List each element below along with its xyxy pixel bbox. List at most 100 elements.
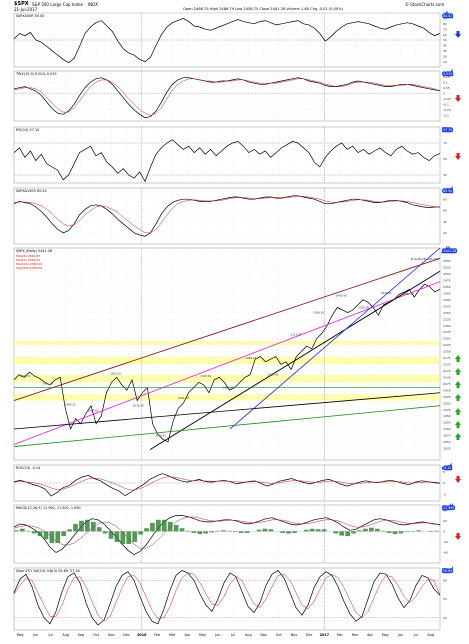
y-tick-label: -20 xyxy=(443,540,448,544)
x-tick-label: Jun xyxy=(397,633,403,637)
x-tick-label: Nov xyxy=(108,633,115,637)
panel-frame xyxy=(13,187,441,245)
panel-8: 20 50 80 Slow STO %K(14) %D(3) 55.69, 57.34… xyxy=(13,567,453,631)
y-tick-label: 2100 xyxy=(443,375,451,379)
y-tick-label: -0.15 xyxy=(443,108,451,112)
histogram-bar xyxy=(215,530,220,532)
x-tick-label: Aug xyxy=(62,633,69,637)
histogram-bar xyxy=(398,531,404,534)
x-tick-label: May xyxy=(199,633,206,637)
price-label: 1867.61 xyxy=(88,409,99,413)
histogram-bar xyxy=(309,528,315,532)
y-tick-label: 0.05 xyxy=(443,86,450,90)
histogram-bar xyxy=(244,531,250,533)
support-line-green xyxy=(13,405,441,447)
legend-entry: MA(200) 2334.08 xyxy=(16,266,42,270)
y-tick-label: 2275 xyxy=(443,330,451,334)
price-label: 2400.98 xyxy=(336,294,347,298)
y-tick-label: 50 xyxy=(443,157,447,161)
y-tick-label: 2025 xyxy=(443,395,451,399)
histogram-bar xyxy=(19,528,25,532)
y-tick-label: -5 xyxy=(443,492,446,496)
histogram-bar xyxy=(434,530,439,532)
x-tick-label: Mar xyxy=(352,633,359,637)
histogram-bar xyxy=(363,528,368,532)
panel-title: Slow STO %K(14) %D(3) 55.69, 57.34 xyxy=(16,569,80,573)
histogram-bar xyxy=(49,531,55,543)
x-tick-label: Jul xyxy=(47,633,52,637)
histogram-bar xyxy=(102,531,108,534)
x-tick-label: 2017 xyxy=(320,633,330,637)
histogram-bar xyxy=(85,519,90,532)
series-line xyxy=(13,195,440,237)
y-tick-label: 20 xyxy=(443,616,447,620)
histogram-bar xyxy=(179,528,185,532)
x-tick-label: May xyxy=(17,633,24,637)
support-zone xyxy=(14,356,440,365)
histogram-bar xyxy=(286,531,291,534)
histogram-bar xyxy=(428,531,433,532)
signal-arrow xyxy=(455,95,461,102)
panel-title: MACD(12,26,9) 12.990, 11.900, 1.090 xyxy=(16,506,81,510)
chart-credit: © StockCharts.com xyxy=(405,2,445,7)
panel-4: 20 40 60 80 $SPXA150R 65.54 65.54 xyxy=(13,187,453,245)
series-line xyxy=(13,516,441,549)
panel-frame xyxy=(13,247,441,461)
last-value-label: 64.02 xyxy=(443,14,452,18)
last-value-label: 65.54 xyxy=(443,189,452,193)
histogram-bar xyxy=(410,530,416,532)
panel-frame xyxy=(13,504,441,564)
histogram-bar xyxy=(339,531,345,536)
price-label: 2198.18 xyxy=(313,310,324,314)
histogram-bar xyxy=(126,531,132,545)
series-line xyxy=(13,18,441,64)
y-tick-label: 80 xyxy=(443,197,447,201)
histogram-bar xyxy=(333,531,339,534)
x-tick-label: Dec xyxy=(123,633,130,637)
y-tick-label: 30 xyxy=(443,173,447,177)
y-tick-label: 100 xyxy=(443,11,449,15)
y-tick-label: 2550 xyxy=(443,259,451,263)
trend-line-black xyxy=(149,270,441,451)
y-tick-label: 1975 xyxy=(443,408,451,412)
y-tick-label: -0.2 xyxy=(443,114,449,118)
histogram-bar xyxy=(268,529,274,532)
y-tick-label: 70 xyxy=(443,27,447,31)
y-tick-label: 2500 xyxy=(443,272,451,276)
y-tick-label: 2375 xyxy=(443,304,451,308)
y-tick-label: 1925 xyxy=(443,421,451,425)
y-tick-label: 20 xyxy=(443,54,447,58)
chart-exchange: INDX xyxy=(88,2,98,7)
histogram-bar xyxy=(321,529,327,532)
histogram-bar xyxy=(303,529,309,532)
x-tick-label: Apr xyxy=(367,633,373,637)
y-tick-label: 2225 xyxy=(443,343,451,347)
chart-date: 21-Jul-2017 xyxy=(14,7,38,12)
panel-frame xyxy=(13,126,441,184)
y-tick-label: 2525 xyxy=(443,266,451,270)
histogram-bar xyxy=(197,531,203,534)
trend-line-black-lower xyxy=(13,392,441,430)
y-tick-label: 50 xyxy=(443,38,447,42)
x-tick-label: Sep xyxy=(78,633,84,637)
x-tick-label: Dec xyxy=(306,633,313,637)
last-value-label: 55.69 xyxy=(443,569,452,573)
y-tick-label: 2400 xyxy=(443,298,451,302)
histogram-bar xyxy=(185,530,191,532)
histogram-bar xyxy=(392,531,398,534)
y-tick-label: 2075 xyxy=(443,382,451,386)
panel-2: -0.2 -0.15-0.1 -0.05 00.05 0.10.15 TRIX(15,9)… xyxy=(13,70,453,122)
x-tick-label: May xyxy=(382,633,389,637)
histogram-bar xyxy=(114,531,120,542)
panel-7: -40 -20 0 20 40 MACD(12,26,9) 12.990, 11.900,… xyxy=(13,504,455,564)
y-tick-label: 20 xyxy=(443,519,447,523)
x-tick-label: Mar xyxy=(169,633,176,637)
y-tick-label: 2125 xyxy=(443,369,451,373)
y-tick-label: 40 xyxy=(443,44,447,48)
histogram-bar xyxy=(108,531,114,539)
price-label: 2061.05 xyxy=(43,382,54,386)
histogram-bar xyxy=(262,528,268,532)
signal-arrow xyxy=(455,421,461,428)
